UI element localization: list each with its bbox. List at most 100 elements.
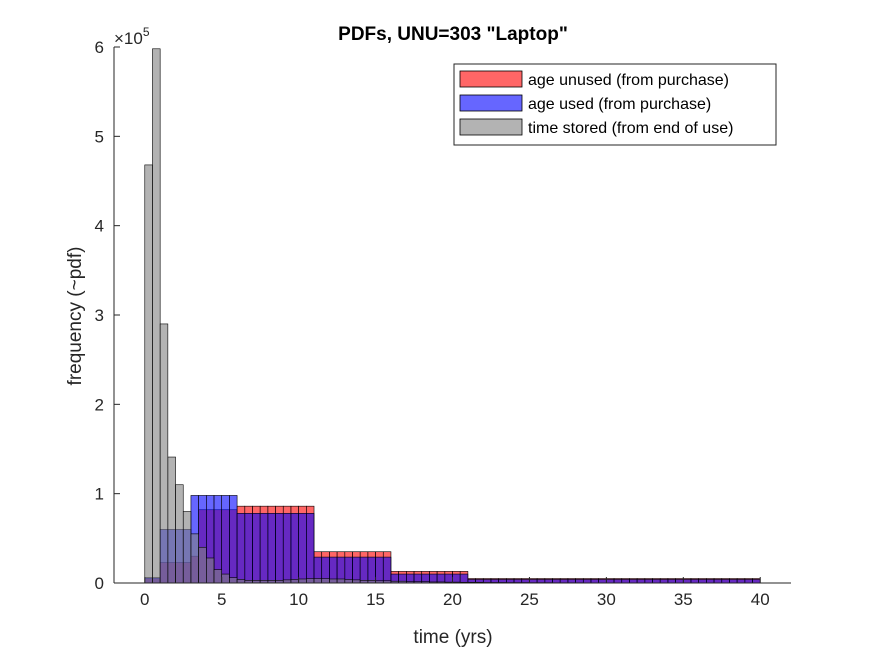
bar: [298, 578, 307, 584]
y-axis-label: frequency (~pdf): [65, 247, 86, 386]
bar: [344, 556, 353, 584]
bar: [290, 579, 299, 584]
bar: [159, 323, 169, 584]
x-tick-label: 40: [751, 590, 770, 609]
bar: [598, 579, 607, 584]
y-tick-label: 0: [95, 574, 104, 593]
bar: [298, 513, 307, 584]
bar: [313, 578, 323, 584]
bar: [729, 579, 738, 584]
bar: [606, 579, 615, 584]
x-tick-label: 25: [520, 590, 539, 609]
x-axis-label: time (yrs): [413, 627, 492, 648]
bar: [236, 513, 246, 584]
y-exponent-power: 5: [143, 25, 150, 39]
legend: age unused (from purchase) age used (from…: [453, 63, 777, 146]
bar: [644, 579, 653, 584]
bar: [259, 513, 269, 584]
bars-layer: [144, 48, 761, 584]
bar: [659, 579, 669, 584]
bar: [675, 579, 684, 584]
bar: [144, 164, 153, 584]
x-tick-label: 30: [597, 590, 616, 609]
bar: [352, 556, 361, 584]
bar: [752, 579, 761, 584]
legend-label: age unused (from purchase): [528, 72, 729, 89]
bar: [636, 579, 646, 584]
x-tick-label: 20: [443, 590, 462, 609]
bar: [706, 579, 715, 584]
bar: [690, 579, 699, 584]
bar: [336, 578, 346, 584]
bar: [229, 577, 238, 584]
bar: [167, 456, 176, 584]
bar: [275, 513, 284, 584]
bar: [459, 573, 469, 584]
y-tick-label: 3: [95, 306, 104, 325]
bar: [198, 546, 207, 584]
bar: [244, 513, 253, 584]
legend-swatch: [459, 70, 523, 88]
bar: [682, 579, 692, 584]
bar: [152, 48, 161, 584]
x-tick-label: 0: [140, 590, 149, 609]
bar: [375, 556, 384, 584]
y-tick-label: 1: [95, 485, 104, 504]
bar: [229, 495, 238, 584]
bar: [698, 579, 707, 584]
bar: [621, 579, 630, 584]
bar: [221, 573, 230, 584]
bar: [367, 556, 376, 584]
x-tick-label: 15: [366, 590, 385, 609]
bar: [629, 579, 638, 584]
legend-label: time stored (from end of use): [528, 120, 733, 137]
bar: [221, 495, 230, 584]
bar: [652, 579, 661, 584]
bar: [206, 557, 215, 584]
bar: [321, 578, 330, 584]
y-axis-exponent: ×105: [114, 25, 150, 48]
y-tick-label: 4: [95, 217, 104, 236]
bar: [175, 484, 184, 584]
x-tick-label: 35: [674, 590, 693, 609]
y-exponent-base: ×10: [114, 29, 143, 48]
legend-item: age used (from purchase): [459, 94, 711, 113]
bar: [382, 556, 392, 584]
bar: [290, 513, 299, 584]
legend-item: age unused (from purchase): [459, 70, 729, 89]
bar: [667, 579, 676, 584]
y-tick-label: 6: [95, 38, 104, 57]
bar: [713, 579, 723, 584]
legend-swatch: [459, 118, 523, 136]
bar: [236, 579, 246, 584]
x-tick-label: 5: [217, 590, 226, 609]
bar: [267, 513, 276, 584]
bar: [582, 579, 592, 584]
bar: [306, 513, 315, 584]
bar: [452, 573, 461, 584]
bar: [736, 579, 746, 584]
bar: [444, 573, 453, 584]
bar: [744, 579, 753, 584]
bar: [190, 533, 199, 584]
axes-layer: 0 5 10 15 20 25 30 35 40 0 1 2 3 4 5 6: [95, 38, 791, 609]
bar: [721, 579, 730, 584]
bar: [306, 578, 315, 584]
legend-item: time stored (from end of use): [459, 118, 733, 137]
bar: [344, 579, 353, 584]
bar: [359, 556, 369, 584]
bar: [213, 569, 223, 584]
bar: [613, 579, 623, 584]
bar: [282, 513, 292, 584]
legend-label: age used (from purchase): [528, 96, 711, 113]
bar: [590, 579, 599, 584]
bar: [182, 511, 192, 584]
x-tick-label: 10: [289, 590, 308, 609]
y-tick-label: 2: [95, 395, 104, 414]
bar: [252, 513, 261, 584]
bar: [329, 578, 338, 584]
y-tick-label: 5: [95, 127, 104, 146]
chart-title: PDFs, UNU=303 "Laptop": [338, 24, 568, 45]
